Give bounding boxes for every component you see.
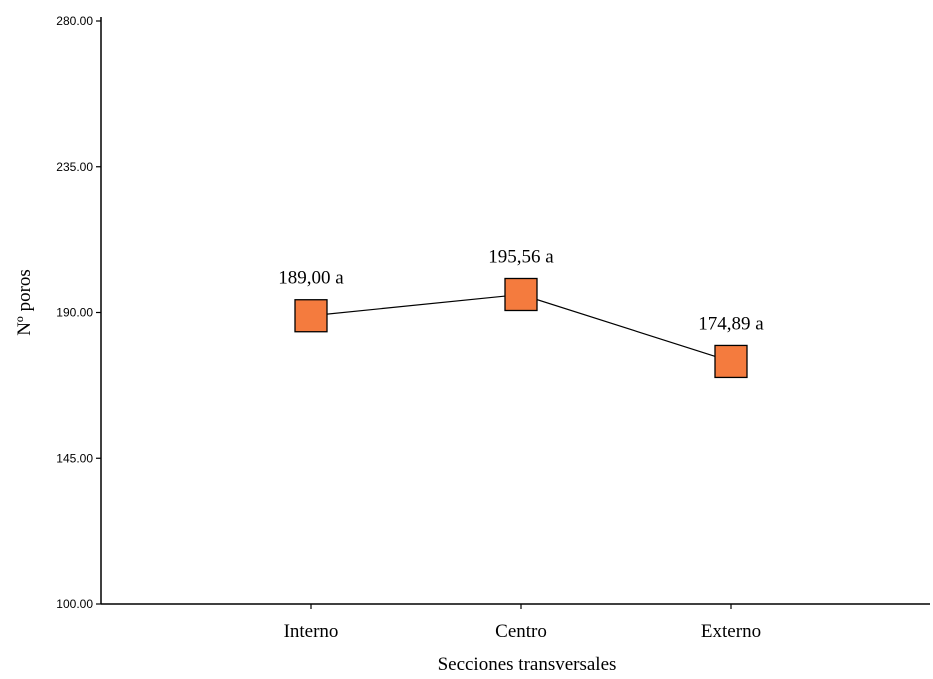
- x-tick-label: Centro: [495, 621, 547, 642]
- data-label: 189,00 a: [278, 268, 344, 289]
- x-axis-title: Secciones transversales: [438, 654, 617, 675]
- x-tick-label: Externo: [701, 621, 761, 642]
- y-axis-ticks: 100.00 145.00 190.00 235.00 280.00: [56, 14, 101, 611]
- data-points: 189,00 a 195,56 a 174,89 a: [278, 246, 764, 379]
- data-label: 174,89 a: [698, 313, 764, 334]
- data-point-marker: [714, 344, 748, 379]
- y-tick-label: 280.00: [56, 14, 93, 28]
- data-point-marker: [504, 277, 538, 312]
- data-point-marker: [294, 299, 328, 333]
- y-tick-label: 145.00: [56, 451, 93, 465]
- y-tick-label: 235.00: [56, 160, 93, 174]
- data-label: 195,56 a: [488, 246, 554, 267]
- x-tick-label: Interno: [284, 621, 339, 642]
- y-tick-label: 100.00: [56, 597, 93, 611]
- y-axis-title: Nº poros: [14, 269, 35, 336]
- y-tick-label: 190.00: [56, 306, 93, 320]
- x-axis-ticks: Interno Centro Externo: [284, 604, 761, 642]
